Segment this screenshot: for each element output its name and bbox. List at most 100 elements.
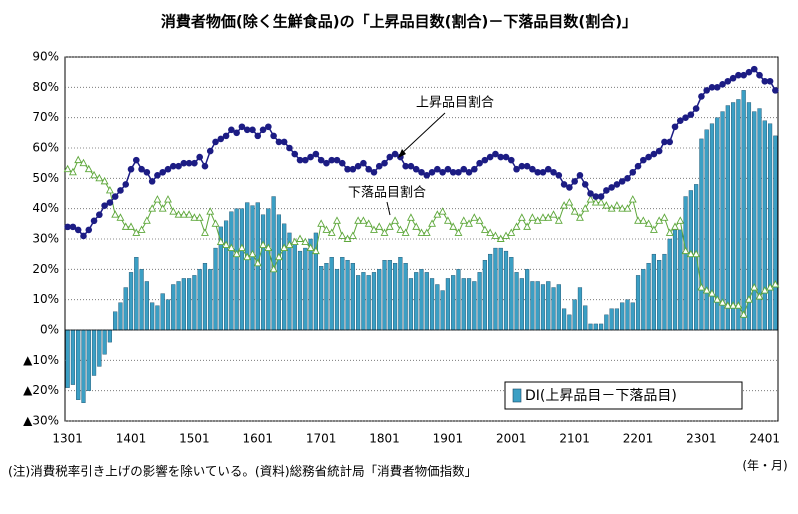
bar — [350, 263, 355, 331]
bar — [387, 260, 392, 331]
bar — [731, 102, 736, 331]
bar — [503, 250, 509, 331]
bar — [361, 272, 366, 331]
marker — [116, 213, 125, 221]
bar — [377, 269, 382, 331]
marker — [539, 213, 547, 221]
marker — [428, 168, 436, 176]
marker — [328, 156, 336, 164]
bar — [107, 329, 112, 343]
x-tick-label: 2201 — [623, 432, 654, 446]
marker — [618, 204, 627, 212]
marker — [560, 181, 568, 188]
marker — [64, 223, 71, 231]
x-tick-label: 1301 — [52, 432, 83, 446]
marker — [566, 184, 573, 191]
marker — [756, 71, 763, 79]
marker — [755, 292, 764, 300]
marker — [512, 222, 521, 230]
x-tick-label: 1701 — [306, 432, 337, 446]
marker — [476, 159, 483, 167]
marker — [296, 234, 304, 242]
marker — [507, 228, 516, 236]
bar — [255, 202, 260, 331]
marker — [454, 228, 463, 236]
marker — [85, 226, 93, 234]
marker — [133, 156, 140, 164]
marker — [96, 211, 103, 219]
marker — [671, 222, 679, 230]
bar — [741, 90, 746, 331]
marker — [739, 310, 748, 318]
marker — [602, 201, 611, 209]
marker — [385, 222, 394, 230]
marker — [286, 144, 293, 152]
bar — [635, 275, 641, 331]
footnote: (注)消費税率引き上げの影響を除いている。(資料)総務省統計局「消費者物価指数」 — [8, 464, 477, 479]
marker — [576, 172, 584, 179]
marker — [486, 153, 494, 161]
y-tick-label: ▲20% — [23, 383, 59, 397]
marker — [190, 213, 199, 221]
y-tick-label: 0% — [40, 323, 59, 337]
marker — [634, 216, 642, 224]
y-tick-label: 30% — [32, 232, 59, 246]
marker — [761, 77, 769, 85]
marker — [154, 172, 161, 179]
marker — [206, 207, 215, 215]
marker — [597, 198, 606, 206]
marker — [571, 178, 578, 185]
marker — [698, 93, 705, 100]
bar — [488, 253, 493, 331]
marker — [459, 216, 468, 224]
marker — [465, 219, 473, 227]
marker — [249, 126, 256, 134]
marker — [523, 162, 531, 170]
marker — [227, 243, 236, 252]
x-tick-label: 1601 — [243, 432, 274, 446]
marker — [127, 165, 135, 173]
marker — [497, 153, 505, 161]
bar — [736, 99, 741, 331]
marker — [586, 195, 595, 203]
marker — [174, 210, 183, 218]
bar — [514, 272, 519, 331]
marker — [159, 168, 167, 176]
bar — [176, 281, 181, 331]
bar — [767, 123, 773, 331]
marker — [681, 246, 690, 255]
marker — [686, 249, 695, 258]
bar — [150, 302, 155, 331]
marker — [591, 198, 600, 206]
bar — [308, 238, 313, 331]
bar — [65, 329, 70, 388]
bar — [403, 263, 408, 331]
marker — [624, 175, 631, 182]
marker — [729, 74, 737, 82]
marker — [164, 195, 172, 203]
marker — [628, 195, 637, 203]
marker — [592, 193, 600, 200]
bar — [598, 323, 604, 331]
bar — [525, 269, 530, 331]
marker — [90, 170, 98, 179]
marker — [306, 243, 315, 252]
x-tick-label: 2101 — [559, 432, 590, 446]
marker — [217, 135, 225, 143]
bar — [392, 263, 398, 331]
bar — [662, 253, 667, 331]
marker — [270, 132, 277, 140]
marker — [127, 222, 135, 230]
marker — [671, 123, 679, 131]
marker — [523, 222, 532, 230]
marker — [449, 168, 457, 176]
bar — [588, 323, 593, 331]
bar — [329, 257, 334, 331]
bar — [76, 329, 81, 400]
bar — [678, 229, 683, 331]
marker — [534, 168, 541, 176]
marker — [570, 207, 579, 215]
marker — [153, 195, 162, 203]
marker — [475, 216, 484, 224]
x-tick-label: 2301 — [686, 432, 717, 446]
